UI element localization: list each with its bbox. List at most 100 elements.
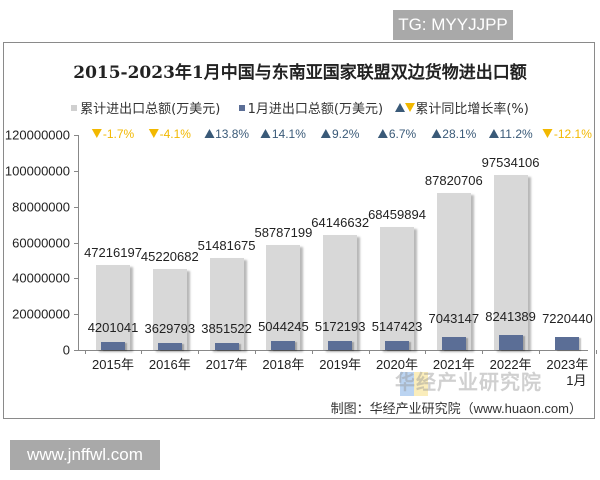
chart-source: 制图：华经产业研究院（www.huaon.com） <box>330 401 582 416</box>
x-category-label: 2023年 1月 <box>546 357 589 388</box>
x-tick-mark <box>255 350 256 354</box>
x-category-label: 2022年 <box>489 357 532 372</box>
x-tick-mark <box>368 350 370 354</box>
jan-value-label: 5172193 <box>314 318 366 334</box>
x-tick-mark <box>141 350 143 354</box>
x-category-label: 2015年 <box>92 357 134 372</box>
triangle-up-icon <box>377 129 388 138</box>
growth-rate-value: -12.1% <box>553 127 592 141</box>
jan-value-label: 8241389 <box>485 309 536 325</box>
jan-value-label: 5147423 <box>371 318 423 334</box>
bar-total <box>323 235 358 350</box>
bar-jan <box>101 342 125 350</box>
growth-rate-label: 6.7% <box>377 127 417 141</box>
triangle-up-icon <box>488 129 499 138</box>
growth-rate-value: -4.1% <box>159 127 191 141</box>
total-value-label: 47216197 <box>84 245 142 261</box>
triangle-up-icon <box>204 129 215 138</box>
bar-total <box>152 268 187 350</box>
x-tick-mark <box>198 350 200 354</box>
y-tick-label: 20000000 <box>12 306 70 322</box>
triangle-down-icon <box>405 103 416 112</box>
y-tick-label: 100000000 <box>4 163 70 179</box>
growth-rate-label: 13.8% <box>204 127 249 141</box>
x-category-label: 2021年 <box>432 357 475 372</box>
total-value-label: 64146632 <box>311 215 370 231</box>
legend-total-swatch <box>71 104 78 111</box>
y-tick-mark <box>74 170 78 172</box>
x-category-label: 2018年 <box>262 357 305 372</box>
growth-rate-label: -4.1% <box>148 127 191 141</box>
jan-value-label: 7043147 <box>428 311 480 327</box>
x-category-label: 2019年 <box>319 357 362 372</box>
triangle-up-icon <box>395 103 406 112</box>
legend-growth-label: 累计同比增长率(%) <box>415 102 529 117</box>
legend-jan-swatch <box>238 104 245 111</box>
x-tick-mark <box>595 350 597 354</box>
jan-value-label: 5044245 <box>258 318 309 334</box>
legend-total-label: 累计进出口总额(万美元) <box>80 102 221 117</box>
y-tick-mark <box>74 278 78 280</box>
bar-jan <box>328 340 353 350</box>
x-axis <box>78 350 588 351</box>
huaon-logo-icon <box>400 372 414 396</box>
growth-rate-value: -1.7% <box>102 127 135 141</box>
y-axis <box>78 135 79 351</box>
y-tick-label: 120000000 <box>4 127 70 143</box>
growth-rate-label: 28.1% <box>431 127 476 141</box>
total-value-label: 58787199 <box>254 224 313 240</box>
bar-total <box>436 192 471 350</box>
bar-jan <box>157 343 182 350</box>
bar-jan <box>441 337 466 350</box>
bar-jan <box>385 340 409 350</box>
jan-value-label: 3629793 <box>144 321 196 337</box>
growth-rate-label: 11.2% <box>488 127 533 141</box>
growth-rate-value: 13.8% <box>215 127 250 141</box>
y-tick-label: 40000000 <box>12 270 70 286</box>
bar-total <box>266 244 301 350</box>
huaon-logo-icon-part <box>414 372 428 396</box>
chart-title: 2015-2023年1月中国与东南亚国家联盟双边货物进出口额 <box>73 63 527 83</box>
bar-total <box>96 265 130 350</box>
legend-jan-label: 1月进出口总额(万美元) <box>247 102 384 117</box>
growth-rate-value: 28.1% <box>442 127 477 141</box>
bar-total <box>493 175 528 350</box>
total-value-label: 87820706 <box>424 172 483 188</box>
bar-jan <box>271 340 296 350</box>
growth-rate-label: 14.1% <box>260 127 306 141</box>
total-value-label: 97534106 <box>481 155 540 171</box>
total-value-label: 45220682 <box>140 248 199 264</box>
bar-total <box>380 227 414 350</box>
triangle-up-icon <box>431 129 442 138</box>
growth-rate-value: 14.1% <box>271 127 306 141</box>
growth-rate-value: 11.2% <box>499 127 533 141</box>
triangle-down-icon <box>542 129 553 138</box>
x-tick-mark <box>482 350 484 354</box>
total-value-label: 68459894 <box>368 207 426 223</box>
x-category-label: 2020年 <box>376 357 418 372</box>
x-category-label: 2017年 <box>205 357 248 372</box>
growth-rate-value: 9.2% <box>332 127 360 141</box>
y-tick-mark <box>74 242 78 244</box>
triangle-down-icon <box>91 129 102 138</box>
jan-value-label: 4201041 <box>87 320 139 336</box>
y-tick-label: 80000000 <box>12 199 70 215</box>
y-tick-mark <box>74 135 78 136</box>
growth-rate-label: -1.7% <box>91 127 135 141</box>
x-tick-mark <box>84 350 86 354</box>
bar-jan <box>498 335 523 350</box>
x-category-label: 2016年 <box>148 357 191 372</box>
total-value-label: 51481675 <box>197 237 256 253</box>
y-tick-mark <box>74 350 78 351</box>
x-tick-mark <box>425 350 427 354</box>
y-tick-mark <box>74 314 78 316</box>
bar-jan <box>555 337 580 350</box>
bar-jan <box>214 343 239 350</box>
jan-value-label: 3851522 <box>201 321 252 337</box>
site-watermark: www.jnffwl.com <box>10 440 160 470</box>
triangle-down-icon <box>148 129 159 138</box>
y-tick-label: 60000000 <box>12 235 70 250</box>
growth-rate-value: 6.7% <box>388 127 417 141</box>
y-tick-mark <box>74 206 78 208</box>
x-tick-mark <box>539 350 540 354</box>
